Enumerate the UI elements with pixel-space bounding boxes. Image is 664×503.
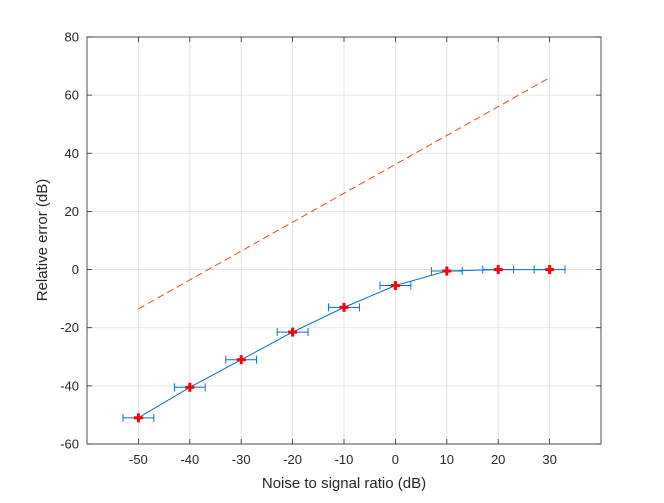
data-point-marker bbox=[390, 281, 400, 291]
y-axis-label: Relative error (dB) bbox=[34, 179, 51, 302]
data-point-marker bbox=[288, 327, 298, 337]
y-tick-label: 80 bbox=[65, 30, 79, 45]
ticks: -50 -40 -30 -20 -10 0 10 20 30 -60 -40 -20 0 20 40 60 80 bbox=[60, 30, 601, 467]
series-2-dashed-line bbox=[138, 77, 550, 310]
y-tick-label: 20 bbox=[65, 204, 79, 219]
data-point-marker bbox=[133, 413, 143, 423]
y-tick-label: -40 bbox=[60, 378, 79, 393]
x-tick-label: 0 bbox=[392, 452, 399, 467]
data-point-marker bbox=[493, 265, 503, 275]
x-tick-label: -20 bbox=[283, 452, 302, 467]
data-point-marker bbox=[545, 265, 555, 275]
x-tick-label: -40 bbox=[180, 452, 199, 467]
y-tick-label: -60 bbox=[60, 437, 79, 452]
x-tick-label: 10 bbox=[440, 452, 454, 467]
x-tick-label: 30 bbox=[542, 452, 556, 467]
data-point-marker bbox=[442, 266, 452, 276]
x-axis-label: Noise to signal ratio (dB) bbox=[262, 475, 426, 492]
data-point-marker bbox=[236, 355, 246, 365]
x-tick-label: -10 bbox=[335, 452, 354, 467]
y-tick-label: 40 bbox=[65, 146, 79, 161]
data-point-marker bbox=[185, 382, 195, 392]
y-tick-label: 0 bbox=[72, 262, 79, 277]
x-tick-label: -50 bbox=[129, 452, 148, 467]
x-tick-label: 20 bbox=[491, 452, 505, 467]
series-layer bbox=[122, 77, 566, 423]
y-tick-label: -20 bbox=[60, 320, 79, 335]
y-tick-label: 60 bbox=[65, 88, 79, 103]
data-point-marker bbox=[339, 302, 349, 312]
x-tick-label: -30 bbox=[232, 452, 251, 467]
